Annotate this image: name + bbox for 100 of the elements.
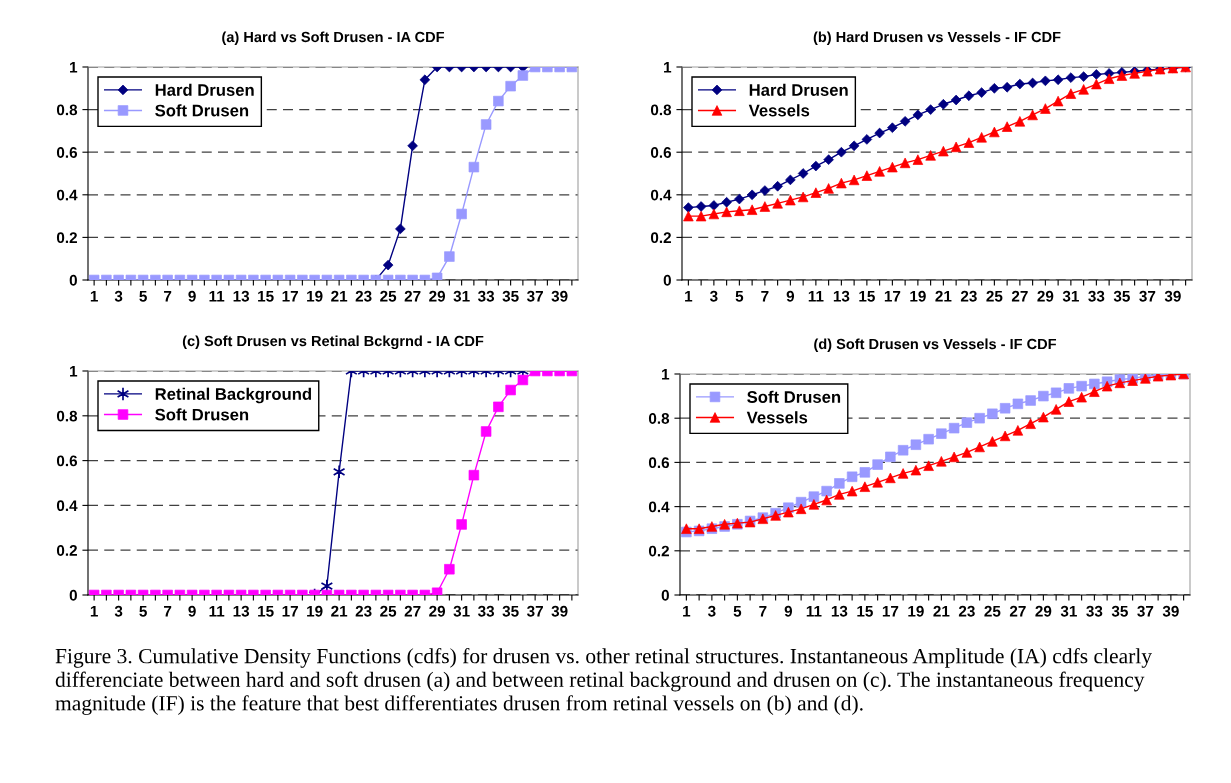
y-tick-label: 1 bbox=[662, 369, 670, 380]
x-tick-label: 39 bbox=[551, 290, 568, 302]
x-tick-label: 13 bbox=[833, 290, 850, 302]
x-tick-label: 31 bbox=[453, 290, 470, 302]
x-tick-label: 1 bbox=[90, 605, 98, 617]
legend-label: Hard Drusen bbox=[155, 83, 254, 96]
y-tick-label: 0.2 bbox=[56, 232, 77, 244]
legend-label: Soft Drusen bbox=[155, 104, 249, 117]
legend-label: Soft Drusen bbox=[747, 390, 841, 403]
x-tick-label: 5 bbox=[139, 605, 147, 617]
y-tick-label: 0.6 bbox=[56, 455, 78, 467]
legend-label: Soft Drusen bbox=[155, 408, 249, 421]
y-tick-label: 0.8 bbox=[650, 104, 672, 116]
x-tick-label: 19 bbox=[910, 290, 926, 302]
x-tick-label: 5 bbox=[139, 290, 147, 302]
x-tick-label: 29 bbox=[1037, 290, 1054, 302]
x-tick-label: 17 bbox=[884, 290, 901, 302]
x-tick-label: 27 bbox=[404, 290, 421, 302]
x-tick-label: 3 bbox=[114, 290, 123, 302]
y-tick-label: 0.4 bbox=[650, 189, 672, 201]
y-tick-label: 0.8 bbox=[56, 104, 78, 116]
x-tick-label: 15 bbox=[258, 290, 274, 302]
legend-label: Vessels bbox=[746, 411, 808, 424]
x-tick-label: 25 bbox=[986, 290, 1003, 302]
x-tick-label: 17 bbox=[282, 290, 298, 302]
x-tick-label: 1 bbox=[685, 290, 693, 302]
y-tick-label: 0.4 bbox=[648, 501, 670, 513]
x-tick-label: 11 bbox=[209, 605, 225, 617]
chart-title: (a) Hard vs Soft Drusen - IA CDF bbox=[222, 31, 445, 46]
y-tick-label: 0.2 bbox=[56, 545, 77, 556]
x-tick-label: 37 bbox=[526, 605, 543, 617]
x-tick-label: 19 bbox=[908, 605, 924, 617]
x-tick-label: 9 bbox=[188, 605, 196, 617]
x-tick-label: 31 bbox=[453, 605, 470, 617]
x-tick-label: 37 bbox=[1139, 290, 1156, 302]
x-tick-label: 37 bbox=[1137, 605, 1154, 617]
x-tick-label: 21 bbox=[331, 290, 348, 302]
x-tick-label: 15 bbox=[258, 605, 274, 617]
x-tick-label: 33 bbox=[477, 290, 495, 302]
x-tick-label: 25 bbox=[984, 605, 1001, 617]
legend-label: Vessels bbox=[748, 104, 810, 117]
x-tick-label: 11 bbox=[808, 290, 824, 302]
x-tick-label: 31 bbox=[1060, 605, 1077, 617]
x-tick-label: 25 bbox=[380, 605, 397, 617]
x-tick-label: 19 bbox=[307, 605, 323, 617]
x-tick-label: 29 bbox=[1035, 605, 1052, 617]
x-tick-label: 37 bbox=[526, 290, 543, 302]
y-tick-label: 0.2 bbox=[648, 545, 669, 557]
x-tick-label: 21 bbox=[331, 605, 348, 617]
x-tick-label: 29 bbox=[429, 605, 446, 617]
x-tick-label: 11 bbox=[209, 290, 225, 302]
caption: Figure 3. Cumulative Density Functions (cdfs) for drusen vs. other retinal structures. Instantaneous Amplitude (IA) cdfs clearly differenciate between hard and soft drusen (a) and between retinal background and drusen on (c). The instantaneous frequency magnitude (IF) is the feature that best differentiates drusen from retinal vessels on (b) and (d). bbox=[55, 648, 1152, 715]
x-tick-label: 7 bbox=[761, 290, 769, 302]
x-tick-label: 33 bbox=[1088, 290, 1105, 302]
x-tick-label: 35 bbox=[1111, 605, 1128, 617]
x-tick-label: 35 bbox=[1113, 290, 1130, 302]
y-tick-label: 0.4 bbox=[56, 189, 78, 201]
x-tick-label: 23 bbox=[958, 605, 975, 617]
x-tick-label: 17 bbox=[882, 605, 899, 617]
x-tick-label: 23 bbox=[960, 290, 977, 302]
chart-title: (c) Soft Drusen vs Retinal Bckgrnd - IA CDF bbox=[182, 335, 484, 350]
x-tick-label: 33 bbox=[477, 605, 495, 617]
legend-label: Hard Drusen bbox=[749, 83, 848, 96]
x-tick-label: 11 bbox=[806, 605, 822, 617]
x-tick-label: 13 bbox=[831, 605, 848, 617]
x-tick-label: 1 bbox=[683, 605, 691, 617]
x-tick-label: 27 bbox=[1011, 290, 1028, 302]
y-tick-label: 0 bbox=[69, 274, 77, 286]
y-tick-label: 0.6 bbox=[56, 147, 78, 158]
x-tick-label: 21 bbox=[935, 290, 952, 302]
y-tick-label: 1 bbox=[70, 366, 78, 377]
x-tick-label: 33 bbox=[1086, 605, 1103, 617]
x-tick-label: 35 bbox=[502, 290, 519, 302]
x-tick-label: 9 bbox=[786, 290, 795, 302]
x-tick-label: 3 bbox=[707, 605, 716, 617]
x-tick-label: 13 bbox=[233, 290, 250, 302]
chart-title: (b) Hard Drusen vs Vessels - IF CDF bbox=[813, 31, 1061, 46]
x-tick-label: 27 bbox=[404, 605, 421, 617]
x-tick-label: 39 bbox=[1164, 290, 1181, 302]
x-tick-label: 39 bbox=[551, 605, 568, 617]
y-tick-label: 0.4 bbox=[56, 500, 78, 512]
y-tick-label: 0.2 bbox=[650, 232, 671, 244]
x-tick-label: 29 bbox=[429, 290, 446, 302]
y-tick-label: 0.6 bbox=[648, 457, 670, 469]
x-tick-label: 7 bbox=[164, 290, 172, 302]
x-tick-label: 7 bbox=[164, 605, 172, 617]
x-tick-label: 3 bbox=[709, 290, 718, 302]
y-tick-label: 0 bbox=[661, 589, 669, 601]
x-tick-label: 39 bbox=[1162, 605, 1179, 617]
y-tick-label: 0.6 bbox=[650, 147, 672, 158]
x-tick-label: 31 bbox=[1062, 290, 1079, 302]
y-tick-label: 0.8 bbox=[56, 410, 78, 422]
x-tick-label: 1 bbox=[90, 290, 98, 302]
y-tick-label: 1 bbox=[70, 62, 78, 73]
x-tick-label: 21 bbox=[933, 605, 950, 617]
x-tick-label: 19 bbox=[307, 290, 323, 302]
x-tick-label: 9 bbox=[188, 290, 196, 302]
y-tick-label: 0 bbox=[663, 274, 671, 286]
chart-title: (d) Soft Drusen vs Vessels - IF CDF bbox=[814, 338, 1057, 353]
y-tick-label: 0.8 bbox=[648, 413, 670, 424]
